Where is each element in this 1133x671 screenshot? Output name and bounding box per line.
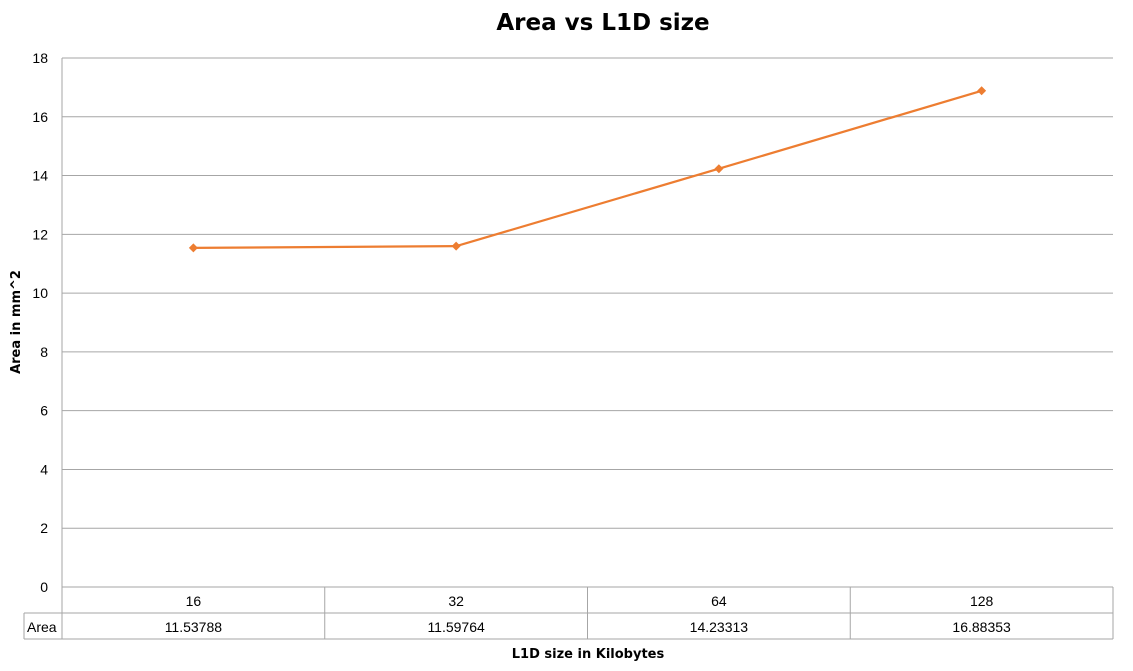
data-point-marker [714,164,724,174]
y-tick-label: 18 [32,50,48,66]
table-value: 11.59764 [427,619,485,635]
y-tick-label: 14 [32,168,48,184]
x-category-label: 64 [711,593,727,609]
table-value: 16.88353 [952,619,1011,635]
y-tick-label: 16 [32,109,48,125]
data-point-marker [977,86,987,96]
x-category-label: 128 [970,593,994,609]
data-point-marker [188,243,198,253]
table-series-name: Area [27,619,57,635]
series-line [193,89,982,250]
chart-title: Area vs L1D size [496,10,709,36]
x-category-label: 32 [448,593,464,609]
series-area [188,86,987,253]
gridlines [61,57,1113,587]
x-axis-title: L1D size in Kilobytes [512,647,665,662]
data-table: 16 32 64 128 Area 11.53788 11.59764 14.23313 16.… [23,586,1114,640]
y-axis-ticks: 0 2 4 6 8 10 12 14 16 18 [32,50,48,595]
y-tick-label: 4 [40,461,48,477]
y-tick-label: 8 [40,344,48,360]
y-tick-label: 6 [40,403,48,419]
table-value: 14.23313 [690,619,749,635]
data-point-marker [451,241,461,251]
y-tick-label: 10 [32,285,48,301]
y-tick-label: 12 [32,226,48,242]
y-axis-title: Area in mm^2 [9,270,24,374]
x-category-label: 16 [186,593,202,609]
y-tick-label: 2 [40,520,48,536]
y-tick-label: 0 [40,579,48,595]
table-value: 11.53788 [165,619,223,635]
